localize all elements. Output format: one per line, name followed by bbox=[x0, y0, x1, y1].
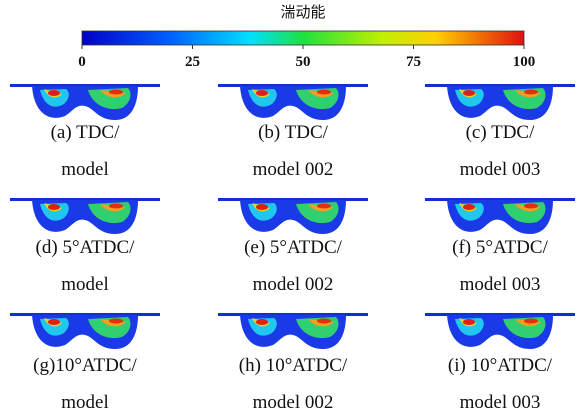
panel-caption: (b) TDC/ bbox=[258, 122, 329, 143]
panel-caption: model 003 bbox=[460, 392, 541, 413]
panel-caption: model bbox=[61, 392, 109, 413]
panel-caption: (e) 5°ATDC/ bbox=[244, 237, 343, 258]
panel-caption: model bbox=[61, 159, 109, 180]
panel-caption: (i) 10°ATDC/ bbox=[448, 355, 553, 376]
panel-caption: (d) 5°ATDC/ bbox=[36, 237, 136, 258]
figure: 湍动能 (a) TDC/model (b) TDC/model 002 (c) TD… bbox=[0, 0, 587, 417]
panel-caption: model 003 bbox=[460, 159, 541, 180]
panel-caption: (a) TDC/ bbox=[51, 122, 120, 143]
panel-caption: model 002 bbox=[253, 159, 334, 180]
panel-caption: model 002 bbox=[253, 392, 334, 413]
panel-caption: model 003 bbox=[460, 274, 541, 295]
colorbar bbox=[82, 31, 524, 45]
colorbar-tick-label: 50 bbox=[296, 54, 311, 70]
panels: (a) TDC/model (b) TDC/model 002 (c) TDC/mo… bbox=[10, 84, 575, 413]
colorbar-tick-label: 25 bbox=[185, 54, 200, 70]
panel-caption: model 002 bbox=[253, 274, 334, 295]
panel-caption: (f) 5°ATDC/ bbox=[452, 237, 548, 258]
colorbar-tick-label: 75 bbox=[406, 54, 421, 70]
panel-caption: (h) 10°ATDC/ bbox=[239, 355, 348, 376]
panel-caption: model bbox=[61, 274, 109, 295]
colorbar-title: 湍动能 bbox=[280, 3, 325, 21]
colorbar-tick-label: 100 bbox=[513, 54, 536, 70]
colorbar-tick-label: 0 bbox=[78, 54, 86, 70]
panel-caption: (g)10°ATDC/ bbox=[33, 355, 137, 376]
panel-caption: (c) TDC/ bbox=[466, 122, 535, 143]
